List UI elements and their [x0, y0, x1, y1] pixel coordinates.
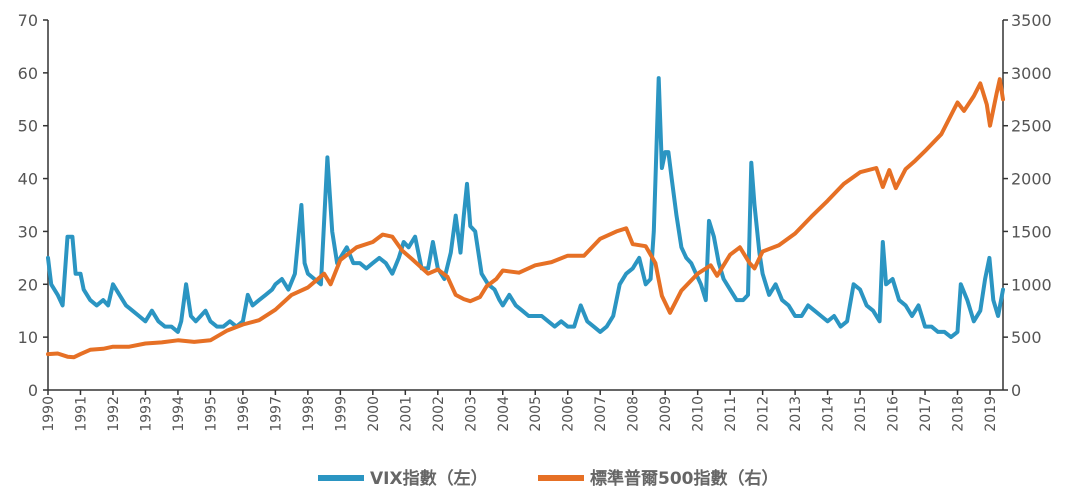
x-tick-label: 1998 — [301, 396, 317, 432]
series-line-sp500 — [46, 77, 1005, 360]
x-tick-label: 2004 — [496, 396, 512, 432]
left-y-tick-label: 0 — [28, 381, 38, 400]
x-tick-label: 2015 — [853, 396, 869, 432]
axes: 0 10 20 30 40 50 60 70 0 500 1000 1500 2000 2500 3000 3… — [18, 11, 1052, 432]
right-y-tick-label: 3000 — [1011, 64, 1052, 83]
x-tick-label: 2001 — [398, 396, 414, 432]
x-tick-label: 2011 — [723, 396, 739, 432]
x-tick-label: 1993 — [138, 396, 154, 432]
x-tick-label: 2008 — [626, 396, 642, 432]
x-tick-label: 2003 — [463, 396, 479, 432]
left-y-tick-label: 40 — [18, 170, 38, 189]
legend: VIX指數（左） 標準普爾500指數（右） — [318, 468, 779, 489]
x-tick-label: 2006 — [561, 396, 577, 432]
right-y-tick-label: 500 — [1011, 328, 1042, 347]
legend-item-sp500: 標準普爾500指數（右） — [538, 468, 779, 489]
right-y-tick-label: 1000 — [1011, 275, 1052, 294]
x-tick-label: 2000 — [366, 396, 382, 432]
x-tick-label: 2014 — [821, 396, 837, 432]
x-tick-label: 2002 — [431, 396, 447, 432]
x-tick-label: 2013 — [788, 396, 804, 432]
right-y-tick-label: 2500 — [1011, 117, 1052, 136]
series-line-vix — [46, 76, 1005, 340]
left-y-tick-label: 50 — [18, 117, 38, 136]
x-tick-label: 2007 — [593, 396, 609, 432]
x-tick-label: 2005 — [528, 396, 544, 432]
right-y-tick-label: 3500 — [1011, 11, 1052, 30]
legend-item-vix: VIX指數（左） — [318, 468, 488, 489]
x-tick-label: 2019 — [983, 396, 999, 432]
series-lines — [46, 76, 1005, 360]
x-tick-label: 1995 — [203, 396, 219, 432]
x-tick-label: 2016 — [886, 396, 902, 432]
x-tick-label: 2012 — [756, 396, 772, 432]
x-tick-label: 2017 — [918, 396, 934, 432]
x-tick-label: 1991 — [73, 396, 89, 432]
left-y-tick-label: 10 — [18, 328, 38, 347]
x-tick-label: 2010 — [691, 396, 707, 432]
left-y-tick-label: 20 — [18, 275, 38, 294]
left-y-tick-label: 60 — [18, 64, 38, 83]
x-tick-label: 2009 — [658, 396, 674, 432]
x-tick-label: 1996 — [236, 396, 252, 432]
x-tick-label: 1992 — [106, 396, 122, 432]
x-tick-label: 2018 — [951, 396, 967, 432]
right-y-tick-label: 2000 — [1011, 170, 1052, 189]
x-tick-label: 1999 — [333, 396, 349, 432]
right-y-tick-label: 0 — [1011, 381, 1021, 400]
x-tick-label: 1990 — [41, 396, 57, 432]
right-y-tick-label: 1500 — [1011, 222, 1052, 241]
x-tick-label: 1994 — [171, 396, 187, 432]
x-tick-label: 1997 — [268, 396, 284, 432]
legend-label: VIX指數（左） — [370, 468, 488, 489]
left-y-tick-label: 70 — [18, 11, 38, 30]
left-y-tick-label: 30 — [18, 222, 38, 241]
legend-label: 標準普爾500指數（右） — [590, 468, 779, 489]
